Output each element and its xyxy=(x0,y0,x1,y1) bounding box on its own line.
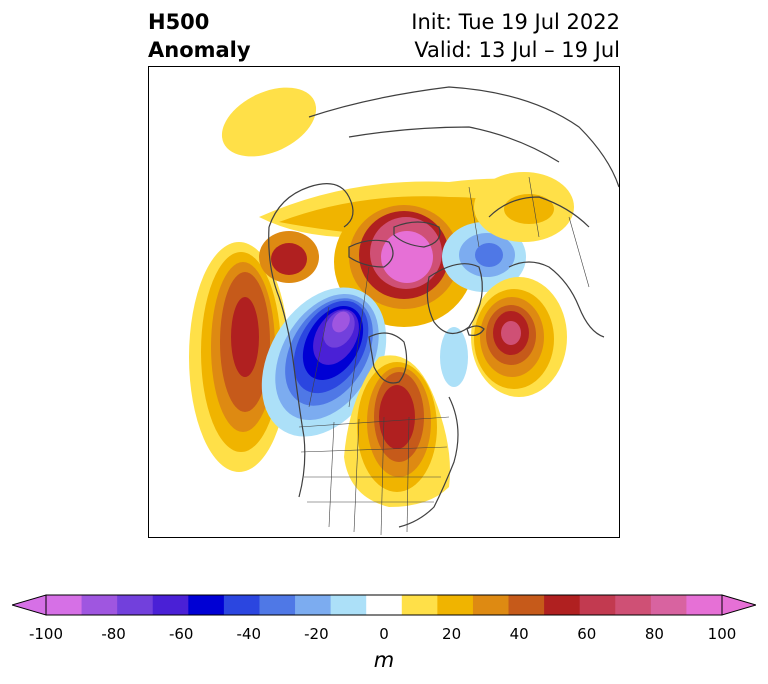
colorbar-segment xyxy=(437,595,474,615)
colorbar-tick-label: 40 xyxy=(509,625,529,643)
colorbar-tick-label: -20 xyxy=(304,625,329,643)
anomaly-greenland-negative xyxy=(440,327,468,387)
colorbar-tick-label: 60 xyxy=(577,625,597,643)
colorbar-segment xyxy=(223,595,260,615)
colorbar-tick-label: 20 xyxy=(442,625,462,643)
anomaly-map-svg xyxy=(149,86,619,536)
colorbar-tick-label: -80 xyxy=(101,625,126,643)
colorbar-segment xyxy=(295,595,332,615)
init-date: Init: Tue 19 Jul 2022 xyxy=(411,10,620,34)
colorbar-segment xyxy=(366,595,403,615)
colorbar-tick-label: -100 xyxy=(28,625,64,643)
title-line-1: H500 xyxy=(148,10,210,34)
colorbar-segment xyxy=(259,595,296,615)
anomaly-atlantic-positive xyxy=(471,277,567,397)
colorbar-segment xyxy=(401,595,438,615)
colorbar-tick-label: -40 xyxy=(236,625,262,643)
colorbar-segment xyxy=(650,595,687,615)
colorbar-segment xyxy=(579,595,616,615)
colorbar-unit-label: m xyxy=(373,648,395,672)
init-valid-info: Init: Tue 19 Jul 2022 Valid: 13 Jul – 19… xyxy=(411,8,620,64)
colorbar-segment xyxy=(472,595,510,615)
colorbar-tick-label: 100 xyxy=(707,625,737,643)
map-title: H500 Anomaly xyxy=(148,8,251,64)
colorbar-segment xyxy=(152,595,189,615)
title-line-2: Anomaly xyxy=(148,38,251,62)
anomaly-ne-pacific-positive xyxy=(189,231,319,472)
anomaly-map xyxy=(148,66,620,538)
anomaly-europe-negative xyxy=(442,222,526,292)
anomaly-asia-positive xyxy=(474,172,574,242)
colorbar-segment xyxy=(188,595,225,615)
colorbar xyxy=(12,594,756,616)
political-borders xyxy=(298,176,590,536)
colorbar-segment xyxy=(46,595,83,615)
valid-range: Valid: 13 Jul – 19 Jul xyxy=(414,38,620,62)
colorbar-segment xyxy=(81,595,118,615)
colorbar-segment xyxy=(508,595,545,615)
anomaly-arctic-positive xyxy=(334,197,474,327)
anomaly-bering-positive xyxy=(221,87,317,157)
colorbar-segment xyxy=(117,595,154,615)
anomaly-canada-negative xyxy=(261,287,387,437)
colorbar-segment xyxy=(686,595,723,615)
colorbar-segment xyxy=(330,595,367,615)
colorbar-segment xyxy=(615,595,652,615)
colorbar-tick-label: 80 xyxy=(644,625,664,643)
colorbar-tick-label: -60 xyxy=(168,625,194,643)
colorbar-extend-max xyxy=(721,594,756,616)
colorbar-tick-label: 0 xyxy=(379,625,389,643)
coastlines xyxy=(268,86,619,528)
colorbar-extend-min xyxy=(12,594,47,616)
colorbar-segment xyxy=(544,595,581,615)
